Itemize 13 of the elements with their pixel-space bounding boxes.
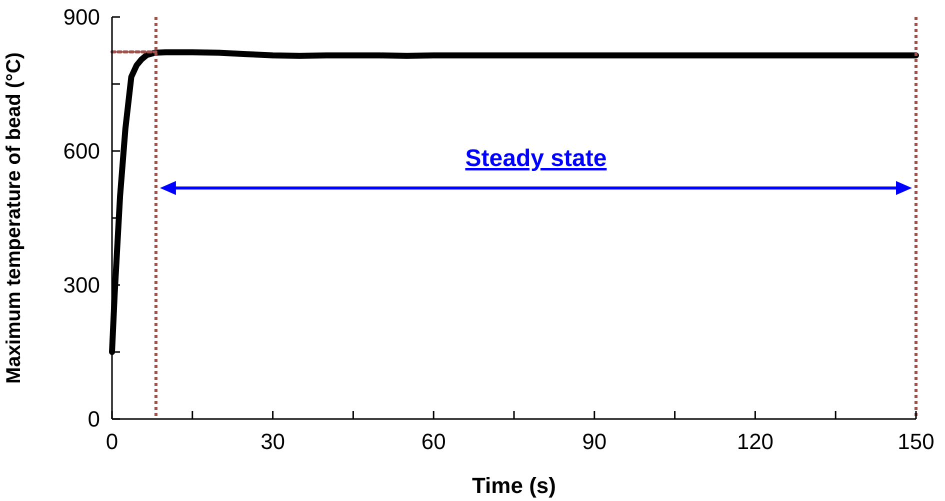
x-tick-label: 30 <box>260 429 286 454</box>
y-tick-label: 300 <box>63 272 100 298</box>
x-tick-label: 120 <box>736 429 774 454</box>
annotation: Steady state <box>465 145 607 172</box>
x-tick-label: 60 <box>421 429 446 454</box>
y-tick-label: 600 <box>63 138 100 164</box>
x-axis-title: Time (s) <box>472 473 556 498</box>
x-tick-label: 0 <box>106 429 118 454</box>
y-tick-label: 900 <box>63 4 100 30</box>
x-tick-label: 150 <box>898 429 934 454</box>
x-tick-label: 90 <box>582 429 607 454</box>
y-tick-label: 0 <box>88 406 100 432</box>
y-axis-title: Maximum temperature of bead (°C) <box>3 52 25 384</box>
